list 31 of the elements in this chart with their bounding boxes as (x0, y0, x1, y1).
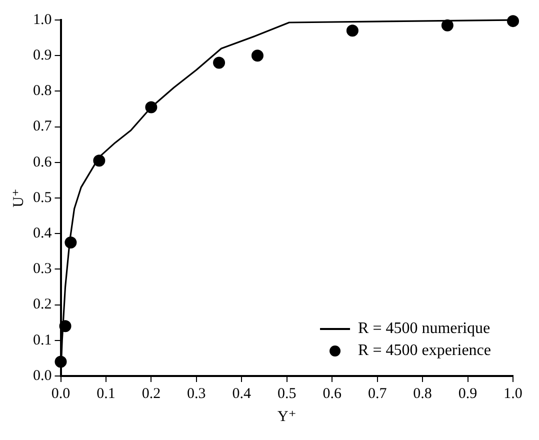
y-tick-label: 0.6 (33, 154, 52, 170)
y-tick-label: 0.5 (33, 190, 52, 206)
y-tick-label: 0.8 (33, 83, 52, 100)
point (213, 56, 226, 69)
y-tick-label: 0.3 (33, 261, 52, 278)
legend-label: R = 4500 numerique (358, 320, 490, 338)
x-tick-label: 0.6 (322, 386, 342, 402)
y-tick-label: 0.1 (33, 332, 52, 348)
y-tick-label: 0.2 (33, 296, 52, 313)
legend-label: R = 4500 experience (358, 342, 492, 360)
x-tick-label: 0.5 (278, 386, 296, 402)
point (346, 24, 358, 37)
y-axis-title: U⁺ (10, 188, 27, 208)
x-tick-label: 0.1 (96, 386, 116, 402)
point (507, 15, 519, 28)
x-tick-label: 0.9 (458, 386, 478, 402)
x-tick-label: 0.3 (187, 386, 206, 402)
x-tick-label: 0.4 (232, 386, 252, 402)
y-tick-label: 0.0 (33, 368, 52, 384)
x-tick-label: 1.0 (504, 386, 522, 402)
point (251, 50, 264, 62)
point (441, 19, 454, 32)
x-axis-title: Y⁺ (278, 408, 296, 425)
y-tick-label: 0.9 (33, 48, 52, 64)
x-tick-label: 0.7 (368, 386, 388, 402)
y-tick-label: 0.7 (33, 118, 52, 135)
x-tick-label: 0.8 (413, 386, 432, 402)
y-tick-label: 0.4 (33, 226, 52, 242)
y-tick-label: 1.0 (33, 12, 52, 28)
x-tick-label: 0.0 (51, 386, 70, 402)
x-tick-label: 0.2 (142, 386, 161, 402)
